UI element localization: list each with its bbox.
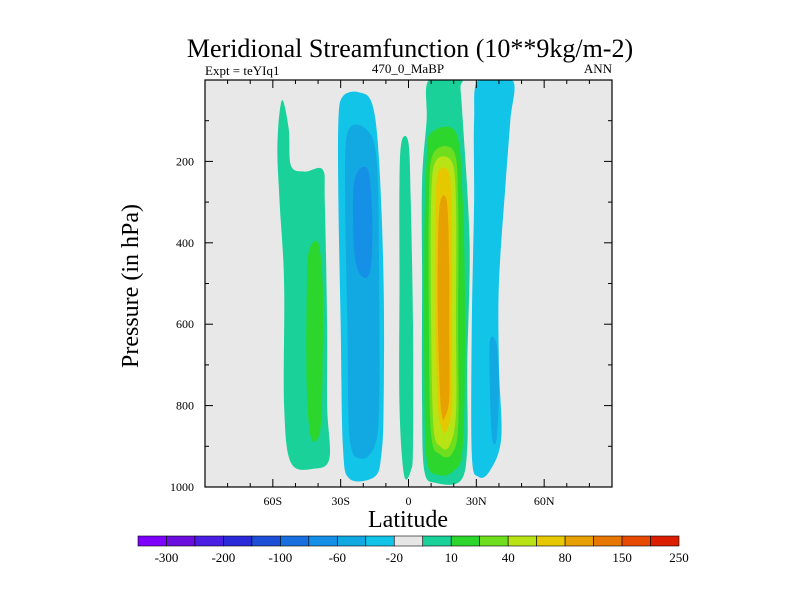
x-axis: 60S 30S 0 30N 60N	[204, 80, 613, 508]
colorbar-swatch	[251, 535, 281, 547]
colorbar-swatch	[194, 535, 224, 547]
colorbar-swatch	[308, 535, 338, 547]
colorbar-label: -300	[155, 550, 179, 565]
chart-title: Meridional Streamfunction (10**9kg/m-2)	[187, 34, 633, 63]
southern-high-latitude-cell-level-40	[306, 240, 324, 442]
colorbar-swatch	[479, 535, 509, 547]
colorbar-swatch	[536, 535, 566, 547]
colorbar-swatch	[223, 535, 253, 547]
colorbar-swatch	[650, 535, 680, 547]
colorbar-swatch	[621, 535, 651, 547]
colorbar-swatch	[365, 535, 395, 547]
x-tick-label: 30N	[466, 494, 487, 508]
colorbar-label: 250	[669, 550, 689, 565]
colorbar-label: -60	[329, 550, 346, 565]
x-tick-label: 60N	[534, 494, 555, 508]
x-tick-label: 30S	[331, 494, 350, 508]
colorbar-swatch	[166, 535, 196, 547]
colorbar-label: -100	[268, 550, 292, 565]
colorbar-label: -200	[211, 550, 235, 565]
northern-ferrel-cell-level--60	[489, 336, 499, 445]
colorbar-swatch	[393, 535, 424, 547]
southern-weak-cell-level-10	[399, 135, 414, 480]
x-axis-title: Latitude	[368, 507, 448, 533]
y-axis: 200 400 600 800 1000	[170, 120, 612, 494]
season-label: ANN	[584, 61, 613, 76]
y-tick-label: 600	[176, 317, 194, 331]
period-label: 470_0_MaBP	[372, 61, 444, 76]
contour-fill-layer	[277, 80, 515, 485]
colorbar-swatch	[337, 535, 367, 547]
southern-ferrel-cell-level--100	[352, 166, 373, 278]
experiment-label: Expt = teYIq1	[205, 63, 279, 78]
colorbar-swatch	[507, 535, 537, 547]
colorbar-label: -20	[386, 550, 403, 565]
y-tick-label: 800	[176, 399, 194, 413]
y-tick-label: 200	[176, 154, 194, 168]
colorbar-label: 80	[559, 550, 572, 565]
colorbar-swatch	[450, 535, 480, 547]
y-tick-label: 1000	[170, 480, 194, 494]
x-tick-label: 0	[406, 494, 412, 508]
x-tick-label: 60S	[263, 494, 282, 508]
hadley-cell-level-300	[437, 195, 450, 421]
colorbar-label: 40	[502, 550, 515, 565]
y-axis-title: Pressure (in hPa)	[118, 204, 144, 368]
colorbar-swatch	[422, 535, 452, 547]
colorbar-label: 10	[445, 550, 458, 565]
colorbar-label: 150	[612, 550, 632, 565]
northern-ferrel-cell-level--20	[471, 80, 515, 478]
colorbar-swatch	[593, 535, 623, 547]
colorbar-swatch	[564, 535, 594, 547]
colorbar-swatch	[137, 535, 167, 547]
colorbar: -300 -200 -100 -60 -20 10 40 80 150 250	[137, 535, 689, 565]
y-tick-label: 400	[176, 236, 194, 250]
colorbar-swatch	[280, 535, 310, 547]
